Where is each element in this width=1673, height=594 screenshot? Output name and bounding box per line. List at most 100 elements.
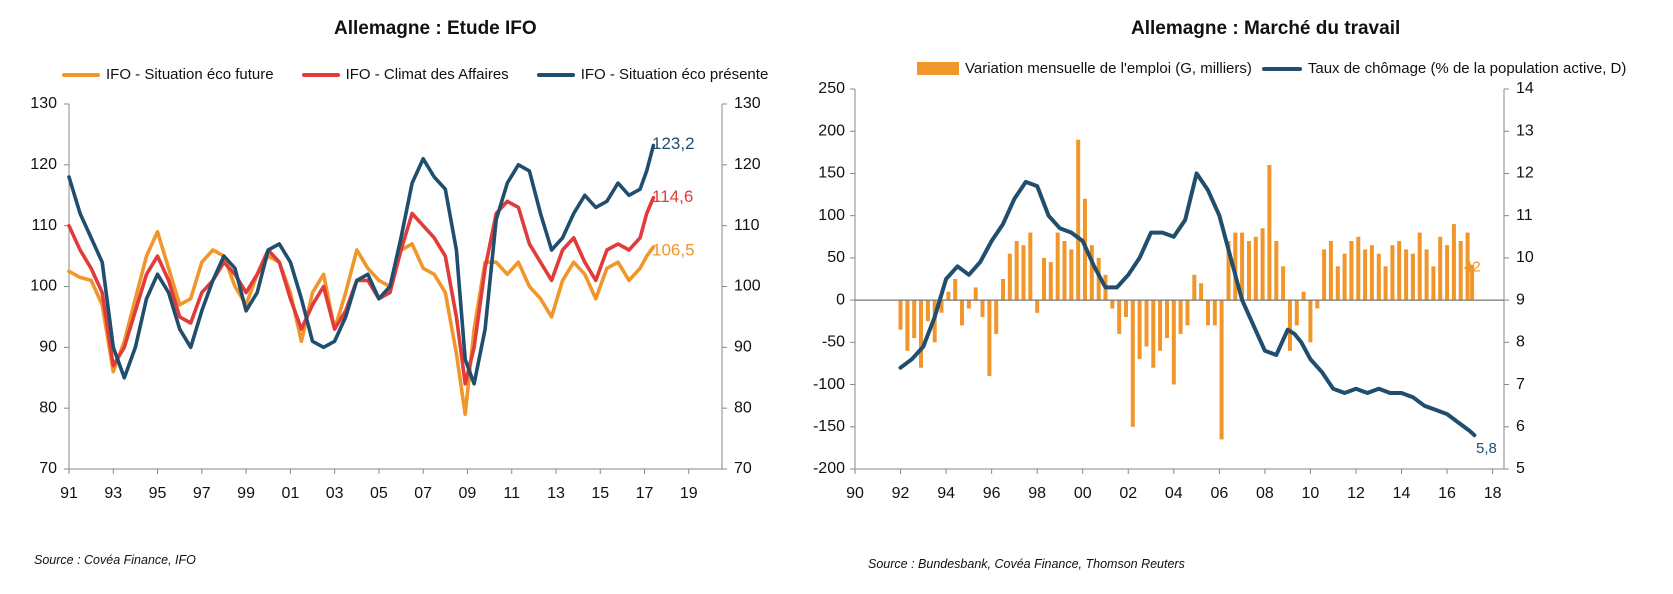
- labour-x-tick-label: 02: [1119, 485, 1137, 502]
- ifo-x-tick-label: 09: [459, 485, 477, 502]
- labour-employment-bar: [1226, 241, 1231, 301]
- labour-employment-bar: [1267, 165, 1272, 301]
- labour-x-tick-label: 16: [1438, 485, 1456, 502]
- legend-swatch-employment: [917, 62, 959, 75]
- labour-employment-bar: [1356, 236, 1361, 301]
- labour-employment-bar: [925, 300, 930, 322]
- labour-employment-bar: [1171, 300, 1176, 385]
- legend-swatch-ifo-future: [62, 72, 100, 77]
- labour-employment-bar: [1158, 300, 1163, 351]
- ifo-x-tick-label: 01: [281, 485, 299, 502]
- legend-swatch-ifo-present: [536, 72, 575, 77]
- labour-x-tick-label: 98: [1028, 485, 1046, 502]
- ifo-x-tick-label: 17: [636, 485, 654, 502]
- ifo-x-tick-label: 15: [591, 485, 609, 502]
- labour-x-tick-label: 06: [1210, 485, 1228, 502]
- legend-label-ifo-climate: IFO - Climat des Affaires: [345, 66, 509, 83]
- labour-employment-bar: [1349, 241, 1354, 301]
- labour-y-tick-label-right: 10: [1516, 249, 1534, 266]
- labour-employment-bar: [1301, 291, 1306, 301]
- labour-x-tick-label: 00: [1074, 485, 1092, 502]
- ifo-y-tick-label-right: 70: [734, 460, 752, 477]
- labour-employment-bar: [1055, 232, 1060, 301]
- labour-y-tick-label-right: 13: [1516, 122, 1534, 139]
- labour-y-tick-label-left: -200: [813, 460, 845, 477]
- labour-y-tick-label-left: -100: [813, 376, 845, 393]
- ifo-y-tick-label-right: 90: [734, 339, 752, 356]
- ifo-chart-title: Allemagne : Etude IFO: [334, 18, 537, 39]
- labour-employment-bar: [1144, 300, 1149, 347]
- labour-employment-bar: [1151, 300, 1156, 368]
- ifo-x-tick-label: 93: [104, 485, 122, 502]
- ifo-x-tick-label: 19: [680, 485, 698, 502]
- ifo-chart-panel: Allemagne : Etude IFO IFO - Situation éc…: [0, 0, 830, 594]
- labour-employment-bar: [1014, 241, 1019, 301]
- labour-employment-bar: [1028, 232, 1033, 301]
- legend-item-unemployment: Taux de chômage (% de la population acti…: [1261, 60, 1627, 77]
- legend-swatch-ifo-climate: [301, 72, 340, 77]
- labour-x-tick-label: 90: [846, 485, 864, 502]
- labour-employment-bar: [898, 300, 903, 330]
- labour-y-tick-label-right: 12: [1516, 165, 1534, 182]
- labour-y-tick-label-left: -150: [813, 418, 845, 435]
- labour-employment-bar: [1048, 262, 1053, 301]
- ifo-source-note: Source : Covéa Finance, IFO: [34, 553, 196, 567]
- ifo-y-tick-label-left: 80: [39, 399, 57, 416]
- labour-employment-bar: [939, 300, 944, 313]
- labour-employment-bar: [1438, 236, 1443, 301]
- ifo-y-tick-label-right: 120: [734, 156, 761, 173]
- labour-employment-bar: [905, 300, 910, 351]
- ifo-x-tick-label: 03: [326, 485, 344, 502]
- labour-employment-bar: [1124, 300, 1128, 317]
- labour-employment-bar: [1021, 245, 1026, 301]
- labour-employment-bar: [946, 291, 951, 301]
- labour-employment-bar: [1369, 245, 1374, 301]
- labour-employment-bar: [1165, 300, 1169, 339]
- labour-employment-end-label: 42: [1464, 259, 1481, 276]
- labour-employment-bar: [1470, 264, 1475, 301]
- labour-employment-bar: [1458, 241, 1463, 301]
- labour-employment-bar: [1117, 300, 1122, 334]
- labour-unemployment-line: [898, 171, 1477, 438]
- labour-x-tick-label: 12: [1347, 485, 1365, 502]
- labour-x-tick-label: 04: [1165, 485, 1183, 502]
- labour-y-tick-label-left: 200: [818, 122, 845, 139]
- labour-employment-bar: [1260, 228, 1265, 301]
- ifo-y-tick-label-left: 110: [31, 217, 57, 234]
- labour-employment-bar: [1281, 266, 1286, 301]
- ifo-y-tick-label-left: 130: [30, 95, 57, 112]
- labour-employment-bar: [1431, 266, 1436, 301]
- labour-y-tick-label-left: 150: [818, 165, 845, 182]
- ifo-x-tick-label: 91: [60, 485, 78, 502]
- labour-employment-bar: [1219, 300, 1224, 440]
- labour-employment-bar: [1253, 236, 1258, 301]
- labour-unemployment-end-label: 5,8: [1476, 440, 1497, 457]
- labour-employment-bar: [1342, 253, 1347, 301]
- labour-employment-bar: [1247, 241, 1251, 301]
- labour-x-tick-label: 92: [892, 485, 910, 502]
- labour-employment-bar: [1240, 232, 1245, 301]
- labour-employment-bar: [1206, 300, 1210, 326]
- ifo-series-line-2: [67, 143, 656, 386]
- labour-y-tick-label-right: 11: [1516, 207, 1533, 224]
- labour-employment-bar: [1376, 253, 1381, 301]
- ifo-y-tick-label-right: 130: [734, 95, 761, 112]
- labour-employment-bar: [1035, 300, 1040, 313]
- labour-employment-bar: [1417, 232, 1422, 301]
- labour-y-tick-label-right: 8: [1516, 334, 1525, 351]
- labour-chart-title: Allemagne : Marché du travail: [1131, 18, 1401, 39]
- labour-employment-bar: [1069, 249, 1074, 301]
- ifo-end-label-1: 114,6: [652, 187, 693, 206]
- labour-legend: Variation mensuelle de l'emploi (G, mill…: [917, 60, 1654, 77]
- ifo-y-tick-label-left: 90: [39, 339, 57, 356]
- ifo-x-tick-label: 97: [193, 485, 211, 502]
- legend-item-ifo-climate: IFO - Climat des Affaires: [301, 66, 509, 83]
- labour-y-tick-label-right: 7: [1516, 376, 1525, 393]
- labour-x-tick-label: 96: [983, 485, 1001, 502]
- ifo-y-tick-label-left: 100: [30, 278, 57, 295]
- labour-chart-panel: Allemagne : Marché du travail Variation …: [813, 0, 1673, 594]
- labour-y-tick-label-left: 250: [818, 80, 845, 97]
- legend-label-unemployment: Taux de chômage (% de la population acti…: [1307, 60, 1627, 77]
- ifo-end-label-2: 123,2: [652, 134, 695, 153]
- ifo-x-tick-label: 07: [414, 485, 432, 502]
